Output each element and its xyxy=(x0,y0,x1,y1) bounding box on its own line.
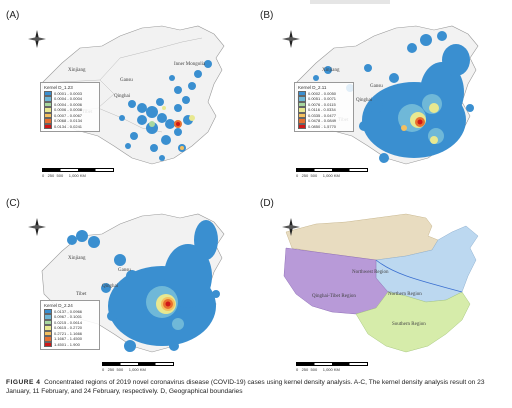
panel-b-label: (B) xyxy=(260,10,274,21)
province-label: Xinjiang xyxy=(322,68,340,73)
legend-item: 0.0478 - 0.0849 xyxy=(298,118,350,124)
province-label: Xinjiang xyxy=(68,256,86,261)
density-blobs-c xyxy=(67,220,220,352)
legend-item: 0.0001 - 0.0003 xyxy=(44,90,96,96)
legend-item: 0.0215 - 0.0614 xyxy=(44,319,96,325)
legend-item: 1.4501 - 1.900 xyxy=(44,341,96,347)
region-label: Northwest Region xyxy=(352,270,389,275)
legend-item: 0.0004 - 0.0006 xyxy=(44,101,96,107)
legend-item: 0.0007 - 0.0067 xyxy=(44,112,96,118)
figure-number: FIGURE 4 xyxy=(6,379,41,386)
province-label: Qinghai xyxy=(114,94,131,99)
legend-item: 1.1667 - 1.4500 xyxy=(44,336,96,342)
legend-item: 0.0006 - 0.0008 xyxy=(44,107,96,113)
legend-item: 0.0137 - 0.0966 xyxy=(44,308,96,314)
panel-c: (C) Xinjiang Gansu Qinghai Tibet Kernel … xyxy=(2,196,256,376)
legend-item: 0.0051 - 0.0071 xyxy=(298,96,350,102)
legend-title: Kernel D_2.11 xyxy=(298,84,327,90)
legend-item: 0.0116 - 0.0334 xyxy=(298,107,350,113)
panel-c-label: (C) xyxy=(6,198,20,209)
province-label: Qinghai xyxy=(356,98,373,103)
province-label: Tibet xyxy=(76,292,87,297)
province-label: Gansu xyxy=(120,78,133,83)
legend-title: Kernel D_2.24 xyxy=(44,302,73,308)
legend-item: 0.0335 - 0.0477 xyxy=(298,112,350,118)
panel-a: (A) Xinjiang Gansu Inner Mongolia Qingha… xyxy=(2,8,256,188)
legend-a: Kernel D_1.23 0.0001 - 0.0003 0.0004 - 0… xyxy=(40,81,100,132)
panel-d: (D) Northwest Region Qinghai-Tibet Regio… xyxy=(256,196,510,376)
legend-item: 0.0068 - 0.0134 xyxy=(44,118,96,124)
province-label: Xinjiang xyxy=(68,68,86,73)
legend-item: 0.2721 - 1.1666 xyxy=(44,330,96,336)
caption-text: Concentrated regions of 2019 novel coron… xyxy=(6,379,485,395)
scale-bar: 0 250 500 1,000 KM xyxy=(102,362,174,372)
legend-item: 0.0850 - 1.5770 xyxy=(298,123,350,129)
southern-region xyxy=(355,291,471,353)
region-label: Southern Region xyxy=(392,322,426,327)
legend-item: 0.0134 - 0.0241 xyxy=(44,123,96,129)
density-blobs-a xyxy=(119,60,212,161)
panel-b: (B) Xinjiang Gansu Qinghai Tibet Kernel … xyxy=(256,8,510,188)
legend-item: 0.0004 - 0.0004 xyxy=(44,96,96,102)
scale-bar: 0 250 500 1,000 KM xyxy=(296,168,368,178)
region-label: Northern Region xyxy=(388,292,422,297)
scale-bar: 0 250 500 1,000 KM xyxy=(296,362,368,372)
province-label: Gansu xyxy=(370,84,383,89)
province-label: Qinghai xyxy=(102,284,119,289)
legend-title: Kernel D_1.23 xyxy=(44,84,73,90)
legend-b: Kernel D_2.11 0.0002 - 0.0050 0.0051 - 0… xyxy=(294,81,354,132)
legend-item: 0.0967 - 0.1001 xyxy=(44,314,96,320)
legend-item: 0.0076 - 0.0115 xyxy=(298,101,350,107)
panel-a-label: (A) xyxy=(6,10,20,21)
legend-item: 0.0002 - 0.0050 xyxy=(298,90,350,96)
province-label: Gansu xyxy=(118,268,131,273)
province-label: Inner Mongolia xyxy=(174,62,206,67)
panel-d-label: (D) xyxy=(260,198,274,209)
scale-bar: 0 250 500 1,000 KM xyxy=(42,168,114,178)
map-d xyxy=(283,213,479,353)
figure-caption: FIGURE 4 Concentrated regions of 2019 no… xyxy=(6,378,506,396)
region-label: Qinghai-Tibet Region xyxy=(312,294,356,299)
legend-c: Kernel D_2.24 0.0137 - 0.0966 0.0967 - 0… xyxy=(40,299,100,350)
legend-item: 0.0615 - 0.2720 xyxy=(44,325,96,331)
header-strip xyxy=(310,0,390,4)
